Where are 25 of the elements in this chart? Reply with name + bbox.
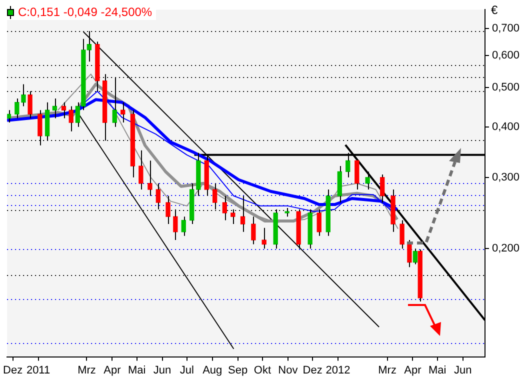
x-tick-label: 2011 [26,364,50,376]
x-tick-label: Okt [254,364,272,376]
x-tick-label: Apr [104,364,122,376]
x-tick-label: Jul [180,364,194,376]
x-tick-label: 2012 [326,364,350,376]
y-tick-label: 0,200 [492,242,520,255]
x-tick-label: Jun [153,364,172,376]
x-tick-label: Jun [454,364,472,376]
x-tick-label: Mrz [378,364,396,376]
y-tick-label: 0,700 [492,22,520,35]
x-tick-label: Mrz [78,364,96,376]
x-tick-label: Dez [302,364,322,376]
y-axis-title: € [491,3,498,17]
x-tick-label: Aug [202,364,222,376]
x-tick-label: Dez [3,364,23,376]
x-tick-label: Mai [128,364,146,376]
x-tick-label: Apr [404,364,422,376]
y-tick-label: 0,400 [492,120,520,133]
y-tick-label: 0,500 [492,82,520,94]
y-tick-label: 0,600 [492,50,520,62]
x-tick-label: Nov [278,364,298,376]
chart-title: C:0,151 -0,049 -24,500% [18,5,152,20]
y-tick-label: 0,300 [492,171,520,184]
x-tick-label: Mai [428,364,446,376]
x-tick-label: Sep [228,364,248,376]
